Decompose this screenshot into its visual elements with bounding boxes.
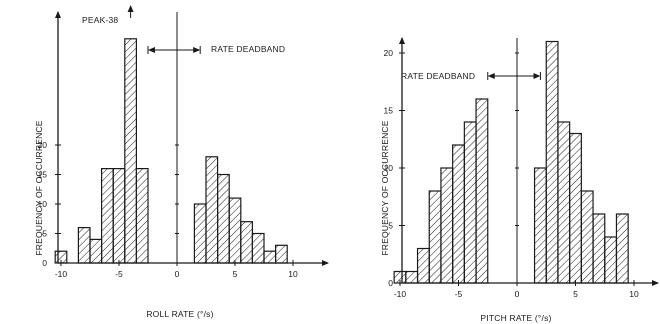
histogram-bar [604, 236, 618, 284]
histogram-bar [89, 238, 103, 264]
x-tick-label: 0 [515, 289, 520, 299]
histogram-bar [592, 213, 606, 284]
left-x-axis-label: ROLL RATE (°/s) [146, 309, 213, 319]
histogram-bar [263, 250, 277, 264]
histogram-bar [533, 167, 547, 284]
y-tick-label: 15 [38, 170, 48, 180]
histogram-bar [193, 203, 207, 264]
x-tick-label: 5 [573, 289, 578, 299]
histogram-bar [77, 227, 91, 264]
histogram-bar [112, 168, 126, 264]
left-peak-annotation: PEAK-38 [82, 15, 118, 25]
histogram-bar [275, 244, 288, 264]
histogram-bar [228, 197, 242, 264]
histogram-bar [240, 221, 254, 264]
x-tick-label: -10 [394, 289, 407, 299]
y-tick-label: 5 [42, 229, 47, 239]
x-tick-label: -5 [115, 269, 123, 279]
histogram-bar [615, 213, 629, 284]
histogram-bar [205, 156, 219, 264]
y-tick-label: 0 [388, 278, 393, 288]
x-tick-label: -5 [455, 289, 463, 299]
histogram-bar [428, 190, 442, 284]
histogram-bar [580, 190, 594, 284]
histogram-bar [475, 98, 489, 284]
histogram-bar [557, 121, 571, 284]
y-tick-label: 10 [384, 163, 394, 173]
histogram-bar [405, 270, 419, 284]
histogram-bar [440, 167, 454, 284]
y-tick-label: 0 [42, 258, 47, 268]
left-y-axis-label: FREQUENCY OF OCCURRENCE [34, 120, 44, 255]
histogram-bar [569, 132, 582, 284]
right-y-axis-label: FREQUENCY OF OCCURRENCE [380, 120, 390, 255]
y-tick-label: 5 [388, 221, 393, 231]
y-tick-label: 20 [38, 140, 48, 150]
histogram-bar [452, 144, 465, 284]
right-x-axis-label: PITCH RATE (°/s) [480, 313, 551, 323]
histogram-bar [100, 168, 114, 264]
right-deadband-label: RATE DEADBAND [401, 71, 475, 81]
x-tick-label: -10 [55, 269, 68, 279]
x-tick-label: 0 [175, 269, 180, 279]
y-tick-label: 20 [384, 48, 394, 58]
x-tick-label: 10 [288, 269, 298, 279]
histogram-bar [217, 173, 230, 264]
histogram-bar [124, 38, 138, 264]
pitch-rate-histogram: FREQUENCY OF OCCURRENCE PITCH RATE (°/s)… [380, 37, 659, 323]
x-tick-label: 5 [233, 269, 238, 279]
histogram-bar [463, 121, 477, 284]
left-deadband-label: RATE DEADBAND [211, 44, 285, 54]
histogram-bar [416, 247, 430, 284]
x-tick-label: 10 [629, 289, 639, 299]
y-tick-label: 15 [384, 106, 394, 116]
y-tick-label: 10 [38, 199, 48, 209]
roll-rate-histogram: FREQUENCY OF OCCURRENCE ROLL RATE (°/s) … [34, 5, 329, 319]
histogram-bar [251, 232, 265, 264]
histogram-bar [545, 40, 559, 284]
histogram-bar [135, 168, 149, 264]
